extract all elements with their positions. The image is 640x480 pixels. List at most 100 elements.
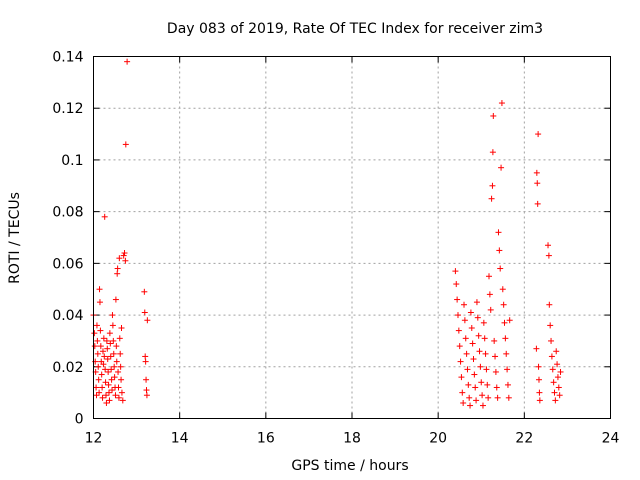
data-point xyxy=(464,366,471,373)
data-point xyxy=(476,348,483,355)
data-point xyxy=(455,327,462,334)
data-point xyxy=(142,358,149,365)
data-point xyxy=(484,381,491,388)
y-tick-label: 0.04 xyxy=(52,308,83,324)
data-point xyxy=(546,301,553,308)
data-point xyxy=(536,397,543,404)
x-axis-label: GPS time / hours xyxy=(291,458,408,474)
data-point xyxy=(489,149,496,156)
data-point xyxy=(495,229,502,236)
data-point xyxy=(458,374,465,381)
data-point xyxy=(98,371,105,378)
data-point xyxy=(500,301,507,308)
data-point xyxy=(467,309,474,316)
x-tick-labels: 12 14 16 18 20 22 24 xyxy=(85,431,620,447)
data-point xyxy=(465,381,472,388)
data-point xyxy=(109,322,116,329)
y-tick-label: 0.1 xyxy=(61,153,83,169)
x-tick-label: 20 xyxy=(429,431,447,447)
data-point xyxy=(106,330,113,337)
data-point xyxy=(114,270,121,277)
data-point xyxy=(459,389,466,396)
data-point xyxy=(533,345,540,352)
data-point xyxy=(498,100,505,107)
data-point xyxy=(552,397,559,404)
data-point xyxy=(466,394,473,401)
data-point xyxy=(111,374,118,381)
y-tick-label: 0.02 xyxy=(52,360,83,376)
data-point xyxy=(456,343,463,350)
data-point xyxy=(477,363,484,370)
data-point xyxy=(103,399,110,406)
data-point xyxy=(479,392,486,399)
data-point xyxy=(497,265,504,272)
data-point xyxy=(144,317,151,324)
data-point xyxy=(100,361,107,368)
data-point xyxy=(107,340,114,347)
data-point xyxy=(117,350,124,357)
data-point xyxy=(106,397,113,404)
data-point xyxy=(97,343,104,350)
data-point xyxy=(108,376,115,383)
y-tick-label: 0.14 xyxy=(52,50,83,66)
data-point xyxy=(91,330,98,337)
data-point xyxy=(479,402,486,409)
data-point xyxy=(454,312,461,319)
data-point xyxy=(492,353,499,360)
data-point xyxy=(120,252,127,259)
data-point xyxy=(469,340,476,347)
data-point xyxy=(467,402,474,409)
data-point xyxy=(94,350,101,357)
data-point xyxy=(110,337,117,344)
data-point xyxy=(545,252,552,259)
grid xyxy=(93,56,611,419)
data-point xyxy=(122,257,129,264)
y-tick-labels: 0 0.02 0.04 0.06 0.08 0.1 0.12 0.14 xyxy=(52,50,83,428)
data-point xyxy=(454,296,461,303)
data-point xyxy=(115,394,122,401)
data-point xyxy=(117,363,124,370)
data-point xyxy=(478,379,485,386)
data-point xyxy=(488,195,495,202)
data-point xyxy=(485,394,492,401)
data-point xyxy=(96,299,103,306)
data-point xyxy=(95,363,102,370)
data-point xyxy=(535,131,542,138)
data-point xyxy=(494,394,501,401)
x-tick-label: 12 xyxy=(85,431,103,447)
data-point xyxy=(534,180,541,187)
x-tick-label: 18 xyxy=(343,431,361,447)
data-point xyxy=(489,182,496,189)
data-point xyxy=(535,376,542,383)
data-point xyxy=(505,394,512,401)
data-point xyxy=(97,327,104,334)
data-point xyxy=(493,384,500,391)
data-point xyxy=(486,291,493,298)
data-point xyxy=(548,353,555,360)
x-tick-label: 22 xyxy=(515,431,533,447)
data-point xyxy=(534,200,541,207)
data-point xyxy=(483,366,490,373)
data-point xyxy=(106,389,113,396)
data-point xyxy=(556,392,563,399)
data-point xyxy=(557,368,564,375)
data-point xyxy=(93,392,100,399)
data-point xyxy=(553,348,560,355)
data-point xyxy=(486,273,493,280)
data-point xyxy=(471,371,478,378)
data-point xyxy=(109,387,116,394)
data-point xyxy=(554,361,561,368)
data-point xyxy=(108,366,115,373)
data-point xyxy=(504,366,511,373)
data-point xyxy=(119,397,126,404)
data-point xyxy=(551,389,558,396)
data-point xyxy=(118,325,125,331)
data-point xyxy=(104,356,111,363)
data-point xyxy=(487,306,494,313)
data-point xyxy=(536,389,543,396)
data-point xyxy=(113,343,120,350)
data-point xyxy=(498,164,505,171)
data-point xyxy=(555,384,562,391)
data-point xyxy=(550,379,557,386)
